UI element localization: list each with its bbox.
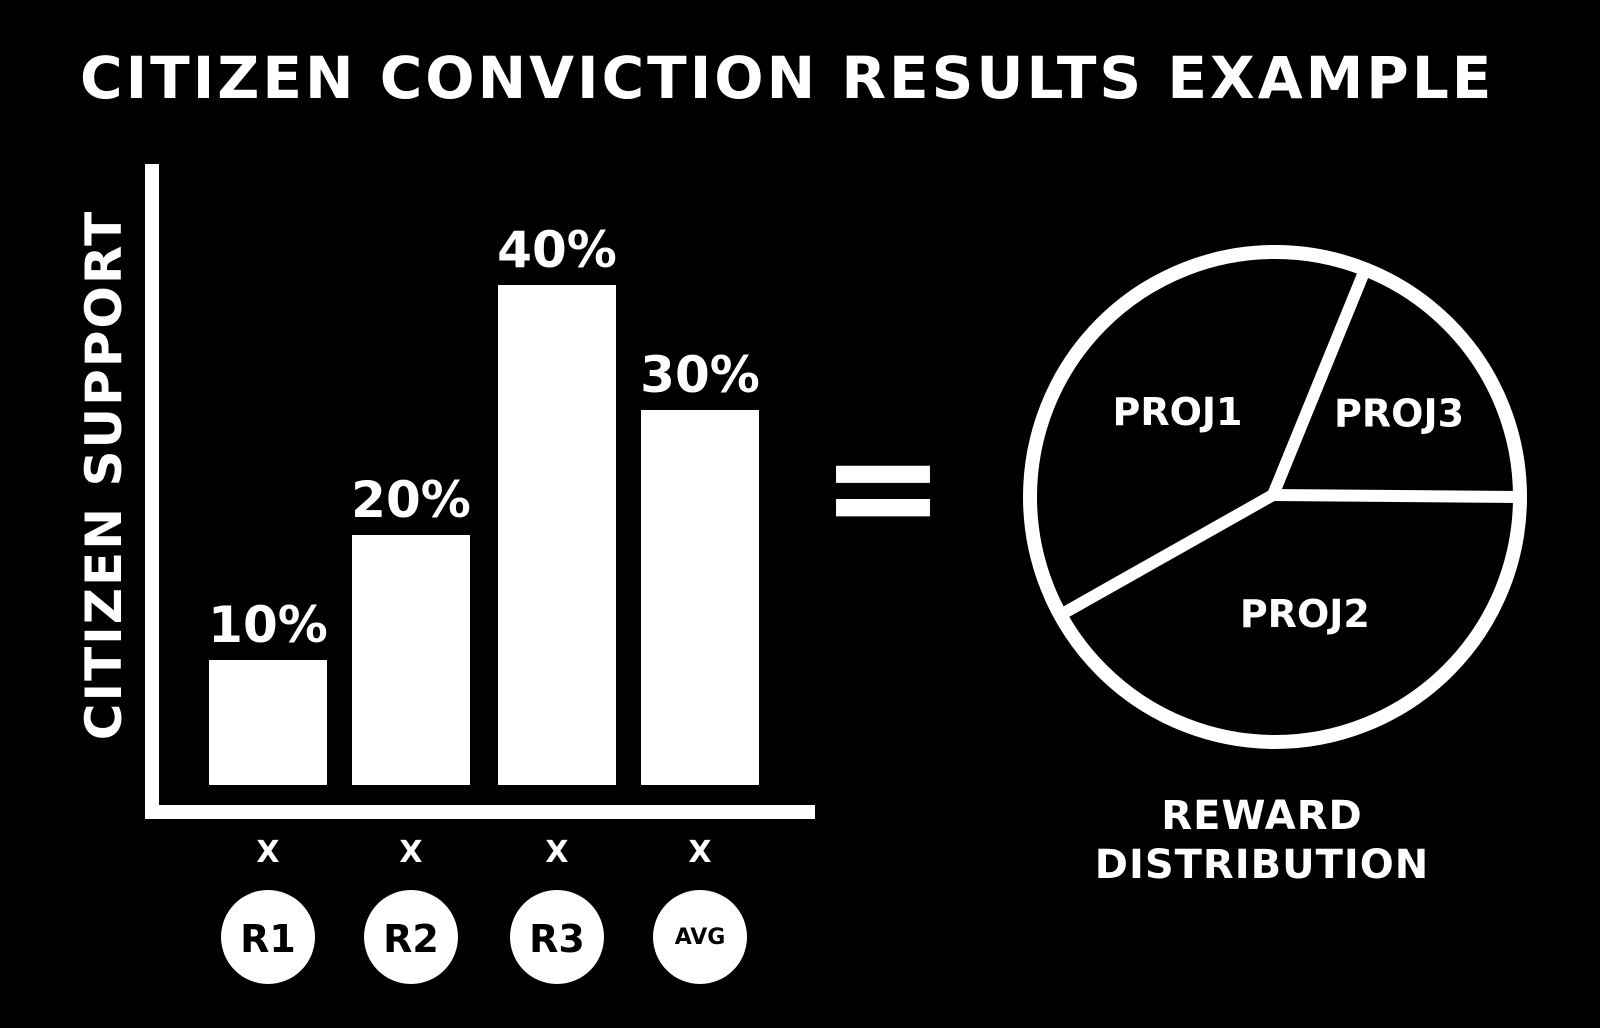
bar-chart: CITIZEN SUPPORT 10% X R1 20% X R2 40% X R3 30% X AV… — [75, 164, 815, 984]
category-label-r3: R3 — [529, 917, 585, 961]
equals-sign: = — [820, 400, 946, 574]
bar-data-label-avg: 30% — [640, 346, 760, 404]
multiplier-label-r1: X — [256, 835, 279, 870]
pie-caption-line-2: DISTRIBUTION — [1095, 842, 1429, 888]
multiplier-label-r3: X — [545, 835, 568, 870]
multiplier-label-r2: X — [399, 835, 422, 870]
multiplier-label-avg: X — [688, 835, 711, 870]
bar-avg — [641, 410, 759, 785]
category-label-avg: AVG — [675, 925, 726, 950]
bar-r2 — [352, 535, 470, 785]
category-badge-r2 — [364, 890, 458, 984]
pie-divider-3 — [1267, 265, 1371, 501]
bar-r3 — [498, 285, 616, 785]
bar-data-label-r1: 10% — [208, 596, 328, 654]
pie-divider-2 — [1056, 489, 1279, 621]
pie-label-proj3: PROJ3 — [1334, 392, 1464, 436]
pie-chart: PROJ2 PROJ1 PROJ3 — [1023, 245, 1527, 749]
category-badge-r3 — [510, 890, 604, 984]
pie-divider-1 — [1267, 489, 1524, 503]
category-label-r2: R2 — [383, 917, 439, 961]
pie-label-proj2: PROJ2 — [1240, 592, 1370, 636]
bar-data-label-r2: 20% — [351, 471, 471, 529]
bar-data-label-r3: 40% — [497, 221, 617, 279]
category-badge-r1 — [221, 890, 315, 984]
bars-group: 10% X R1 20% X R2 40% X R3 30% X AVG — [208, 221, 760, 984]
pie-caption-line-1: REWARD — [1161, 793, 1362, 839]
pie-label-proj1: PROJ1 — [1112, 390, 1242, 434]
category-label-r1: R1 — [240, 917, 296, 961]
bar-r1 — [209, 660, 327, 785]
category-badge-avg — [653, 890, 747, 984]
page-title: CITIZEN CONVICTION RESULTS EXAMPLE — [80, 44, 1495, 112]
y-axis-label: CITIZEN SUPPORT — [75, 210, 133, 740]
